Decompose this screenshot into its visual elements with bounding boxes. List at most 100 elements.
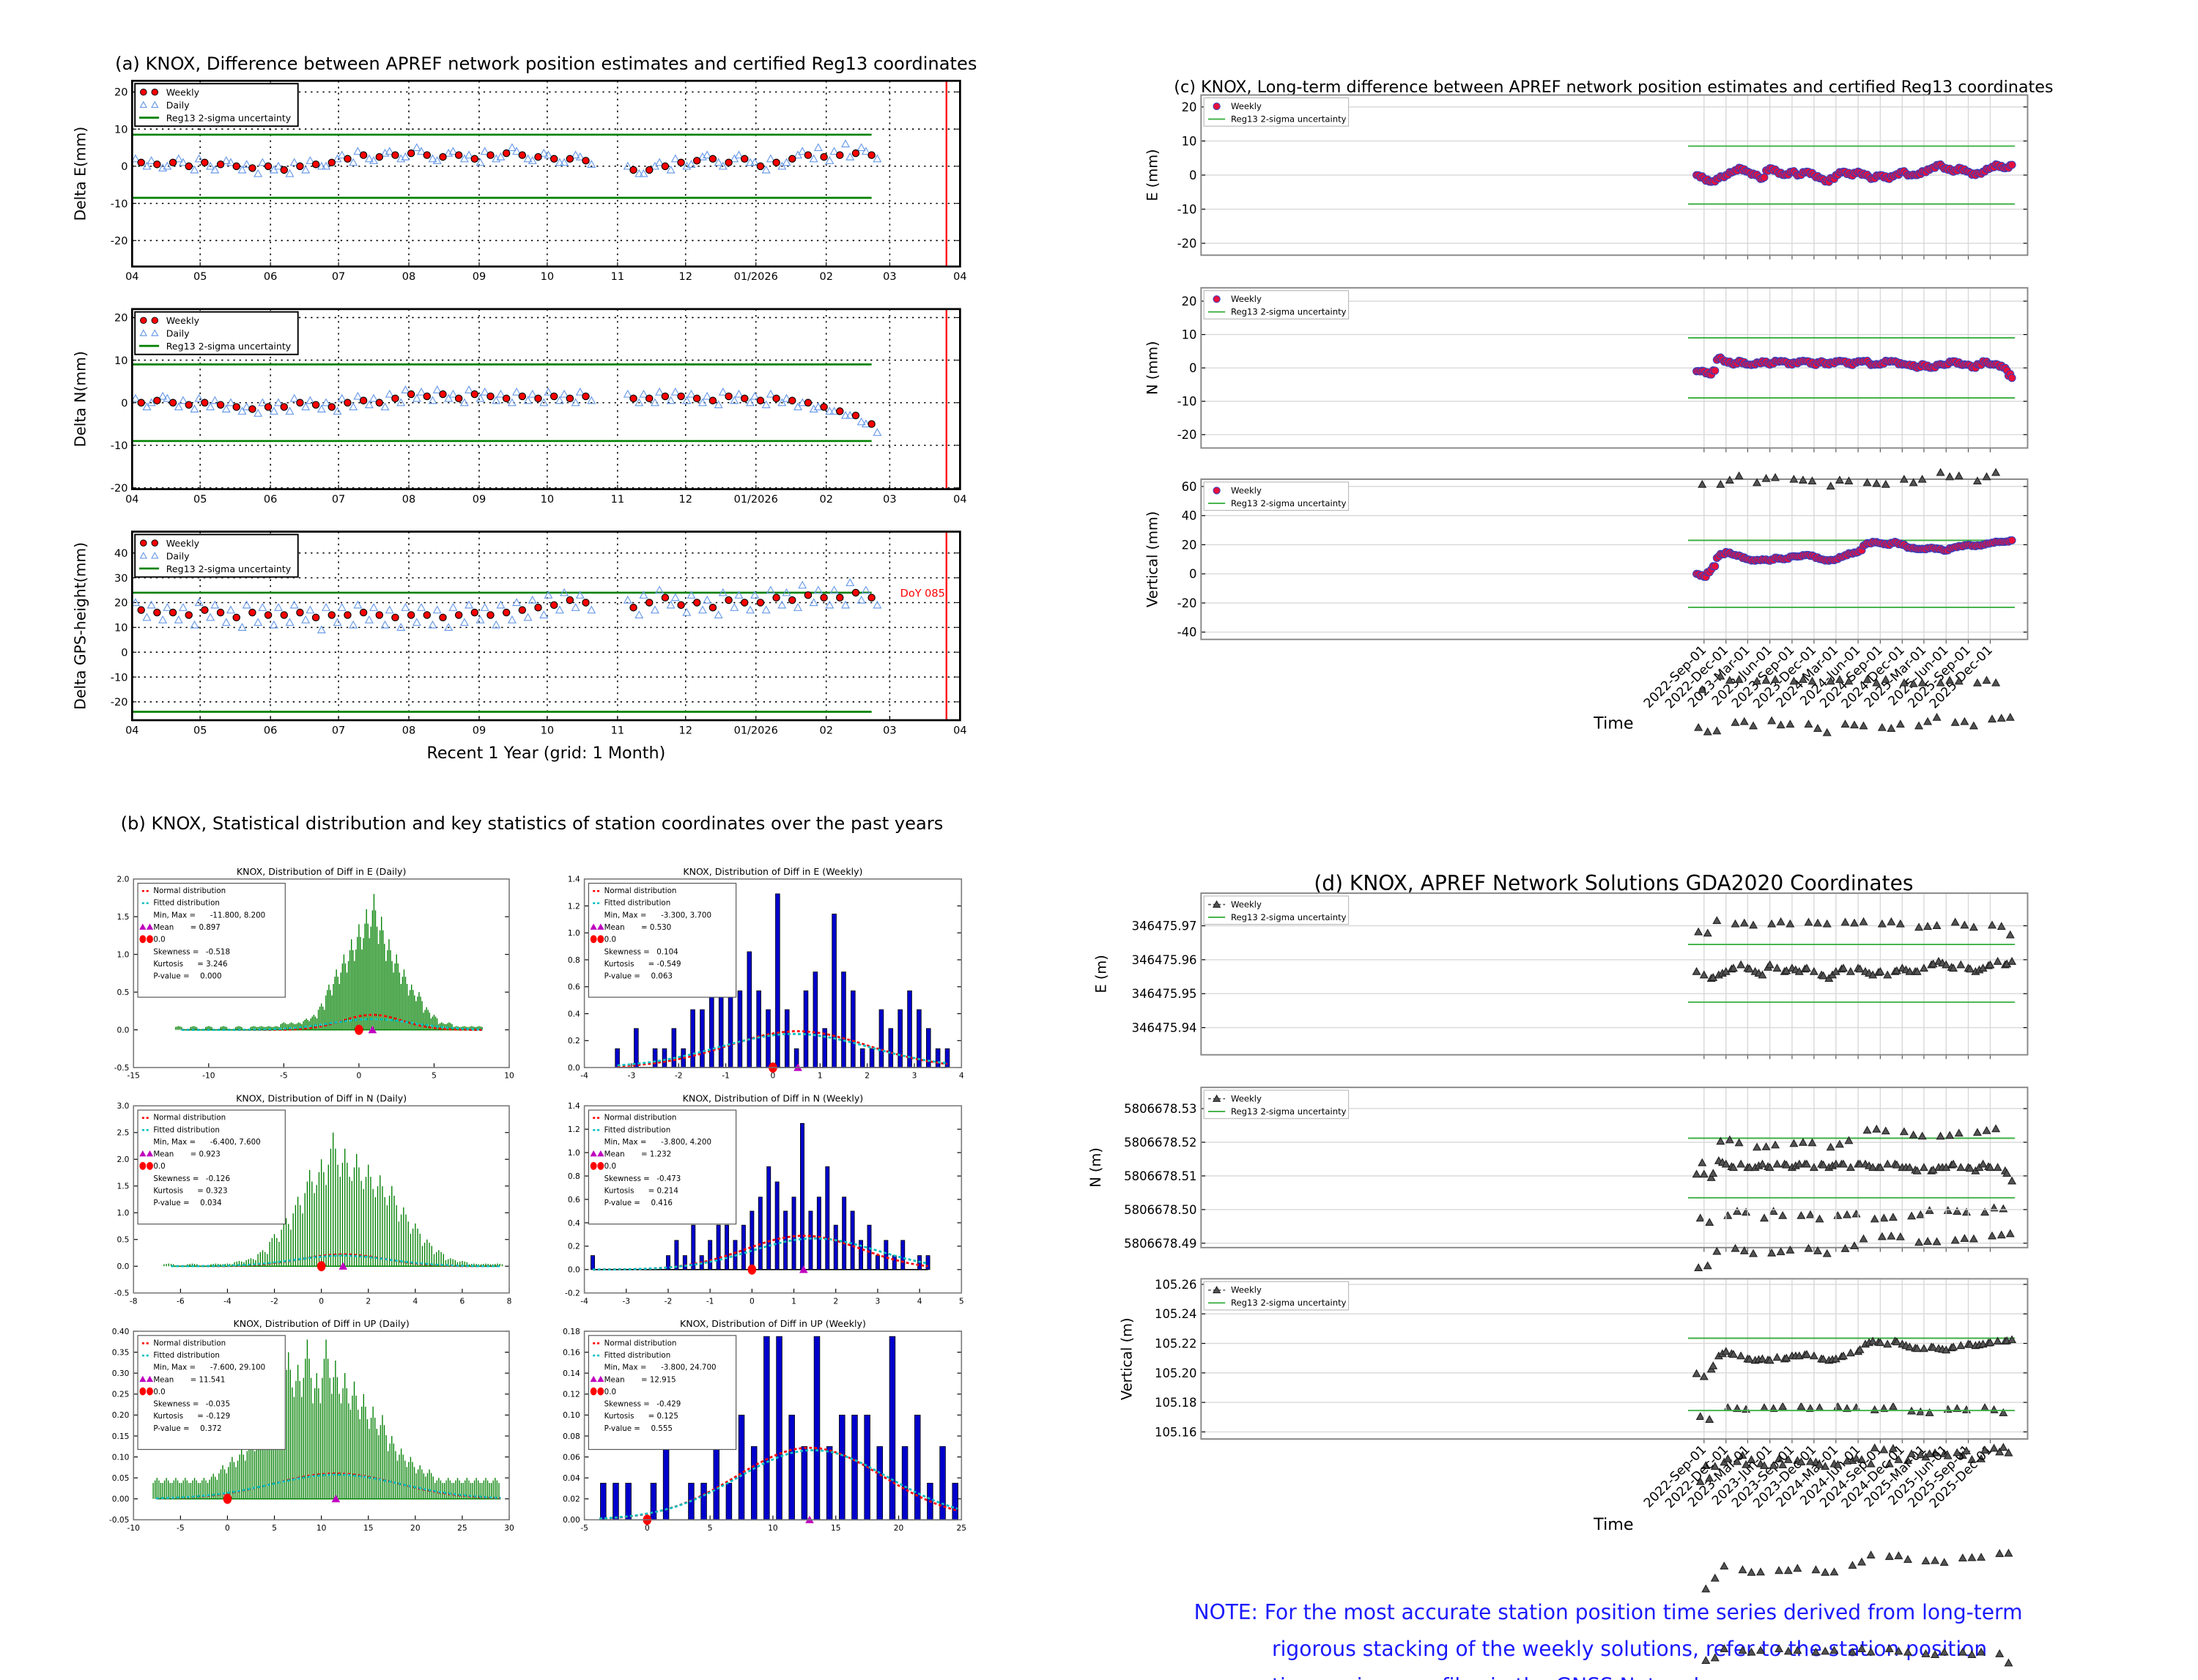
x-tick-label: 09: [473, 271, 486, 283]
legend-label: P-value =: [604, 1424, 640, 1433]
daily-point: [369, 393, 379, 402]
x-tick-label: 5: [959, 1296, 964, 1306]
daily-point: [432, 605, 442, 614]
plot-frame: [1200, 1087, 2029, 1248]
weekly-point: [1725, 676, 1734, 684]
weekly-point: [1728, 1163, 1738, 1172]
weekly-point: [1912, 1344, 1922, 1352]
weekly-legend-marker: [151, 539, 159, 547]
weekly-point: [1866, 1550, 1876, 1559]
mean-legend-marker: [590, 1375, 597, 1383]
daily-point: [714, 610, 723, 619]
histogram-bar: [591, 1255, 595, 1270]
weekly-legend-marker: [151, 89, 159, 96]
daily-point: [337, 393, 347, 402]
y-tick-label: 10: [114, 124, 127, 136]
daily-point: [734, 591, 744, 599]
panel-d-subplot: 346475.97 346475.96 346475.95 346475.94 Week…: [1132, 467, 2029, 1470]
weekly-point: [391, 151, 399, 159]
histogram-bar: [935, 1048, 941, 1068]
weekly-point: [1747, 1455, 1756, 1463]
daily-point: [829, 147, 839, 155]
legend-label: Fitted distribution: [153, 1125, 220, 1134]
legend-label: Reg13 2-sigma uncertainty: [166, 341, 292, 352]
legend-box: [1203, 97, 1350, 127]
weekly-point: [232, 162, 240, 171]
weekly-legend-marker: [1213, 295, 1221, 303]
weekly-point: [1991, 1124, 2001, 1133]
weekly-point: [1887, 723, 1896, 732]
y-tick-label: 20: [114, 598, 127, 610]
mean-legend-marker: [597, 1150, 604, 1157]
histogram-bar: [766, 1166, 771, 1270]
weekly-point: [1736, 1351, 1746, 1360]
weekly-point: [1846, 1348, 1855, 1357]
weekly-point: [661, 162, 670, 171]
weekly-point: [311, 613, 320, 622]
weekly-point: [1943, 1451, 1953, 1459]
weekly-point: [1840, 917, 1850, 926]
weekly-point: [1789, 1139, 1799, 1147]
y-tick-label: 1.0: [117, 1208, 130, 1218]
x-tick-label: -3: [622, 1296, 630, 1306]
weekly-point: [1866, 1647, 1876, 1656]
mean-legend-marker: [146, 923, 154, 930]
weekly-point: [550, 601, 558, 610]
legend-label: Kurtosis: [604, 1187, 634, 1196]
daily-point: [634, 398, 644, 407]
x-tick-label: 15: [363, 1523, 374, 1533]
legend-label: 0.0: [604, 1162, 616, 1171]
weekly-point: [439, 613, 447, 622]
legend-label: P-value =: [604, 972, 640, 981]
y-tick-label: -0.5: [114, 1289, 130, 1298]
legend-box: [1203, 1089, 1350, 1120]
weekly-point: [1835, 475, 1844, 484]
weekly-point: [1877, 722, 1887, 731]
weekly-point: [1980, 1207, 1990, 1216]
daily-point: [353, 600, 363, 609]
histogram-bar: [839, 1414, 845, 1520]
weekly-point: [1879, 1213, 1889, 1222]
weekly-point: [2005, 930, 2015, 939]
weekly-point: [407, 390, 415, 399]
weekly-point: [1980, 1446, 1990, 1454]
daily-point: [718, 588, 728, 596]
histogram-bar: [691, 1224, 696, 1270]
daily-point: [273, 398, 284, 407]
weekly-point: [1747, 1647, 1756, 1656]
mean-legend-marker: [590, 923, 597, 930]
histogram-bar: [758, 1196, 763, 1270]
x-tick-label: -4: [580, 1071, 588, 1081]
daily-point: [130, 154, 140, 163]
weekly-legend-marker: [1213, 102, 1221, 111]
histogram-bar: [600, 1482, 607, 1520]
zero-legend-marker: [147, 1161, 153, 1170]
y-tick-label: 3.0: [117, 1101, 130, 1111]
weekly-point: [216, 160, 225, 169]
legend-box: [1203, 290, 1350, 319]
weekly-point: [1705, 1415, 1714, 1424]
weekly-point: [1916, 1450, 1925, 1459]
plot-title: KNOX, Distribution of Diff in E (Weekly): [683, 866, 862, 877]
daily-point: [306, 605, 315, 614]
legend-label: Mean: [604, 923, 625, 932]
daily-point: [560, 588, 569, 596]
weekly-point: [1862, 478, 1872, 486]
mean-legend-marker: [139, 1150, 147, 1157]
daily-legend-marker: [151, 552, 159, 559]
weekly-point: [1894, 1551, 1903, 1560]
x-tick-label: 0: [319, 1296, 324, 1306]
x-tick-label: 06: [264, 725, 277, 736]
legend-label: P-value =: [153, 972, 189, 981]
daily-point: [682, 607, 692, 616]
daily-point: [555, 396, 564, 404]
weekly-point: [1982, 472, 1991, 481]
daily-point: [349, 620, 358, 629]
histogram-bar: [892, 1255, 897, 1270]
weekly-point: [1991, 678, 2001, 687]
weekly-point: [2004, 1448, 2013, 1457]
legend: Weekly Reg13 2-sigma uncertainty: [1203, 97, 1350, 127]
zero-marker: [223, 1493, 232, 1504]
daily-point: [856, 143, 866, 152]
daily-point: [813, 402, 823, 411]
